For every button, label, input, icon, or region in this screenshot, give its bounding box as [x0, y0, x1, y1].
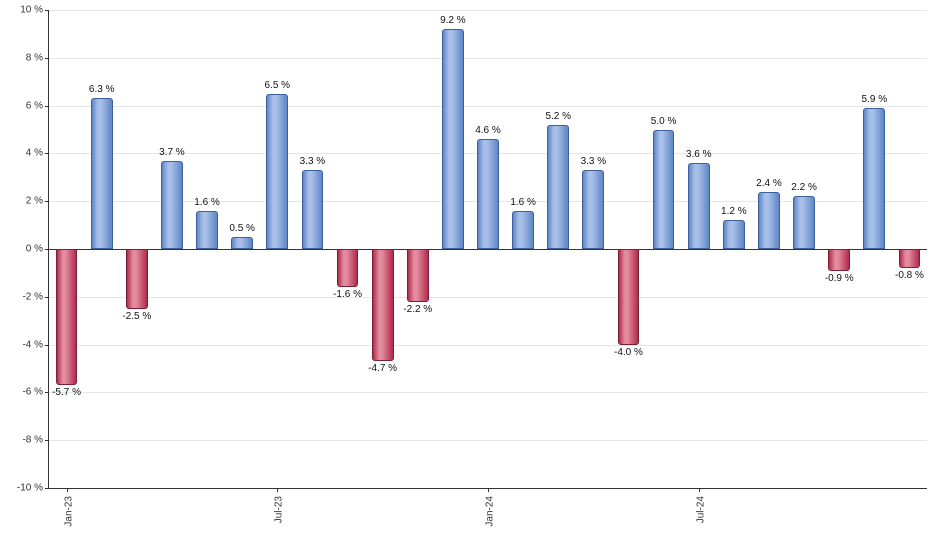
bar-value-label: -5.7 %: [52, 387, 81, 398]
ytick-label: -4 %: [22, 339, 43, 350]
xtick-mark: [277, 488, 278, 492]
bar-value-label: 1.2 %: [721, 206, 747, 217]
bar: [407, 249, 429, 302]
bar-value-label: 2.4 %: [756, 178, 782, 189]
xtick-label: Jan-24: [481, 496, 496, 527]
bar: [442, 29, 464, 249]
gridline: [49, 58, 927, 59]
ytick-mark: [45, 345, 49, 346]
ytick-label: -10 %: [17, 483, 43, 494]
bar: [161, 161, 183, 249]
bar: [723, 220, 745, 249]
gridline: [49, 440, 927, 441]
ytick-mark: [45, 153, 49, 154]
bar: [547, 125, 569, 249]
ytick-mark: [45, 10, 49, 11]
bar-value-label: 5.9 %: [862, 94, 888, 105]
bar-value-label: 3.3 %: [581, 156, 607, 167]
ytick-label: -6 %: [22, 387, 43, 398]
zero-line: [49, 249, 927, 250]
bar-value-label: -1.6 %: [333, 289, 362, 300]
bar-value-label: 3.7 %: [159, 147, 185, 158]
bar: [302, 170, 324, 249]
bar-value-label: 4.6 %: [475, 125, 501, 136]
ytick-label: -8 %: [22, 435, 43, 446]
percent-change-bar-chart: -10 % -8 % -6 % -4 % -2 % 0 % 2 % 4 % 6 % 8 % 10 %…: [0, 0, 940, 550]
ytick-label: -2 %: [22, 291, 43, 302]
bar-value-label: 2.2 %: [791, 182, 817, 193]
ytick-mark: [45, 106, 49, 107]
xtick-label: Jul-24: [691, 496, 706, 523]
bar-value-label: 3.6 %: [686, 149, 712, 160]
bar-value-label: 5.0 %: [651, 116, 677, 127]
xtick-mark: [699, 488, 700, 492]
bar-value-label: -2.2 %: [403, 304, 432, 315]
gridline: [49, 106, 927, 107]
bar: [653, 130, 675, 250]
bar-value-label: 3.3 %: [300, 156, 326, 167]
gridline: [49, 345, 927, 346]
bar-value-label: -0.8 %: [895, 270, 924, 281]
xtick-label: Jul-23: [270, 496, 285, 523]
bar: [793, 196, 815, 249]
ytick-mark: [45, 392, 49, 393]
bar-value-label: 6.5 %: [264, 80, 290, 91]
gridline: [49, 297, 927, 298]
xtick-mark: [67, 488, 68, 492]
xtick-label: Jan-23: [59, 496, 74, 527]
bar-value-label: 1.6 %: [194, 197, 220, 208]
bar-value-label: -2.5 %: [122, 311, 151, 322]
bar: [618, 249, 640, 345]
bar: [899, 249, 921, 268]
bar: [91, 98, 113, 249]
ytick-mark: [45, 297, 49, 298]
bar-value-label: 6.3 %: [89, 84, 115, 95]
bar: [56, 249, 78, 385]
bar-value-label: -4.0 %: [614, 347, 643, 358]
bar-value-label: -0.9 %: [825, 273, 854, 284]
ytick-mark: [45, 58, 49, 59]
bar: [512, 211, 534, 249]
ytick-label: 2 %: [26, 196, 43, 207]
bar-value-label: 1.6 %: [510, 197, 536, 208]
ytick-label: 6 %: [26, 100, 43, 111]
bar: [688, 163, 710, 249]
gridline: [49, 10, 927, 11]
bar: [828, 249, 850, 271]
ytick-mark: [45, 488, 49, 489]
ytick-label: 10 %: [20, 5, 43, 16]
bar: [196, 211, 218, 249]
bar-value-label: -4.7 %: [368, 363, 397, 374]
ytick-mark: [45, 201, 49, 202]
bar: [758, 192, 780, 249]
bar: [337, 249, 359, 287]
gridline: [49, 392, 927, 393]
bar: [231, 237, 253, 249]
bar-value-label: 0.5 %: [229, 223, 255, 234]
plot-area: -10 %-8 %-6 %-4 %-2 %0 %2 %4 %6 %8 %10 %…: [48, 10, 927, 489]
ytick-label: 0 %: [26, 244, 43, 255]
bar: [266, 94, 288, 249]
bar: [372, 249, 394, 361]
ytick-label: 8 %: [26, 52, 43, 63]
bar: [863, 108, 885, 249]
bar-value-label: 5.2 %: [545, 111, 571, 122]
ytick-mark: [45, 440, 49, 441]
ytick-label: 4 %: [26, 148, 43, 159]
bar: [582, 170, 604, 249]
bar: [477, 139, 499, 249]
bar: [126, 249, 148, 309]
xtick-mark: [488, 488, 489, 492]
bar-value-label: 9.2 %: [440, 15, 466, 26]
